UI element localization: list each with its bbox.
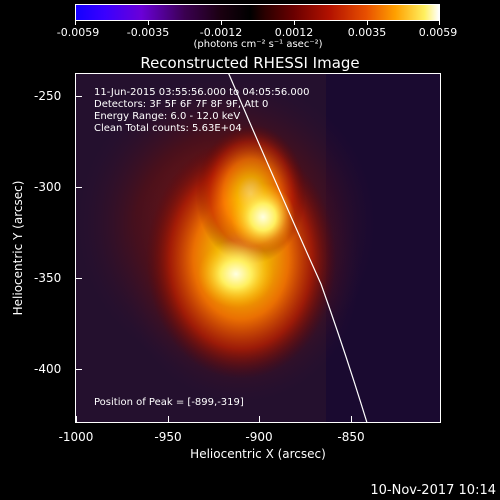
colorbar (75, 4, 440, 21)
x-axis-title: Heliocentric X (arcsec) (190, 447, 326, 461)
y-axis-title: Heliocentric Y (arcsec) (11, 180, 25, 316)
colorbar-unit-label: (photons cm⁻² s⁻¹ asec⁻²) (193, 39, 323, 50)
colorbar-tick-label: -0.0012 (199, 26, 243, 39)
x-tick-label: -900 (245, 430, 273, 444)
detectors-text: Detectors: 3F 5F 6F 7F 8F 9F, Att 0 (94, 99, 269, 110)
y-tick-label: -300 (34, 180, 62, 194)
x-tick (259, 416, 260, 423)
colorbar-tick (439, 21, 440, 25)
y-tick-label: -400 (34, 362, 62, 376)
image-title: Reconstructed RHESSI Image (140, 54, 360, 72)
y-tick (75, 96, 82, 97)
time-range-text: 11-Jun-2015 03:55:56.000 to 04:05:56.000 (94, 87, 310, 98)
colorbar-tick (148, 21, 149, 25)
energy-range-text: Energy Range: 6.0 - 12.0 keV (94, 111, 241, 122)
colorbar-tick (75, 21, 76, 25)
y-tick (75, 187, 82, 188)
y-tick-label: -350 (34, 271, 62, 285)
image-plot-area: 11-Jun-2015 03:55:56.000 to 04:05:56.000… (75, 73, 441, 423)
colorbar-tick-label: -0.0035 (126, 26, 170, 39)
x-tick-label: -1000 (58, 430, 94, 444)
colorbar-tick (294, 21, 295, 25)
x-tick (76, 416, 77, 423)
x-tick (168, 416, 169, 423)
peak-position-text: Position of Peak = [-899,-319] (94, 397, 244, 408)
x-tick (351, 416, 352, 423)
colorbar-tick-label: 0.0035 (347, 26, 387, 39)
generation-date: 10-Nov-2017 10:14 (370, 483, 496, 498)
rhessi-image (76, 74, 440, 422)
colorbar-tick-label: 0.0059 (418, 26, 458, 39)
colorbar-tick (221, 21, 222, 25)
y-tick-label: -250 (34, 89, 62, 103)
colorbar-tick (367, 21, 368, 25)
colorbar-tick-label: 0.0012 (274, 26, 314, 39)
clean-counts-text: Clean Total counts: 5.63E+04 (94, 123, 242, 134)
x-tick-label: -850 (337, 430, 365, 444)
y-tick (75, 278, 82, 279)
y-tick (75, 369, 82, 370)
x-tick-label: -950 (154, 430, 182, 444)
colorbar-tick-label: -0.0059 (56, 26, 100, 39)
